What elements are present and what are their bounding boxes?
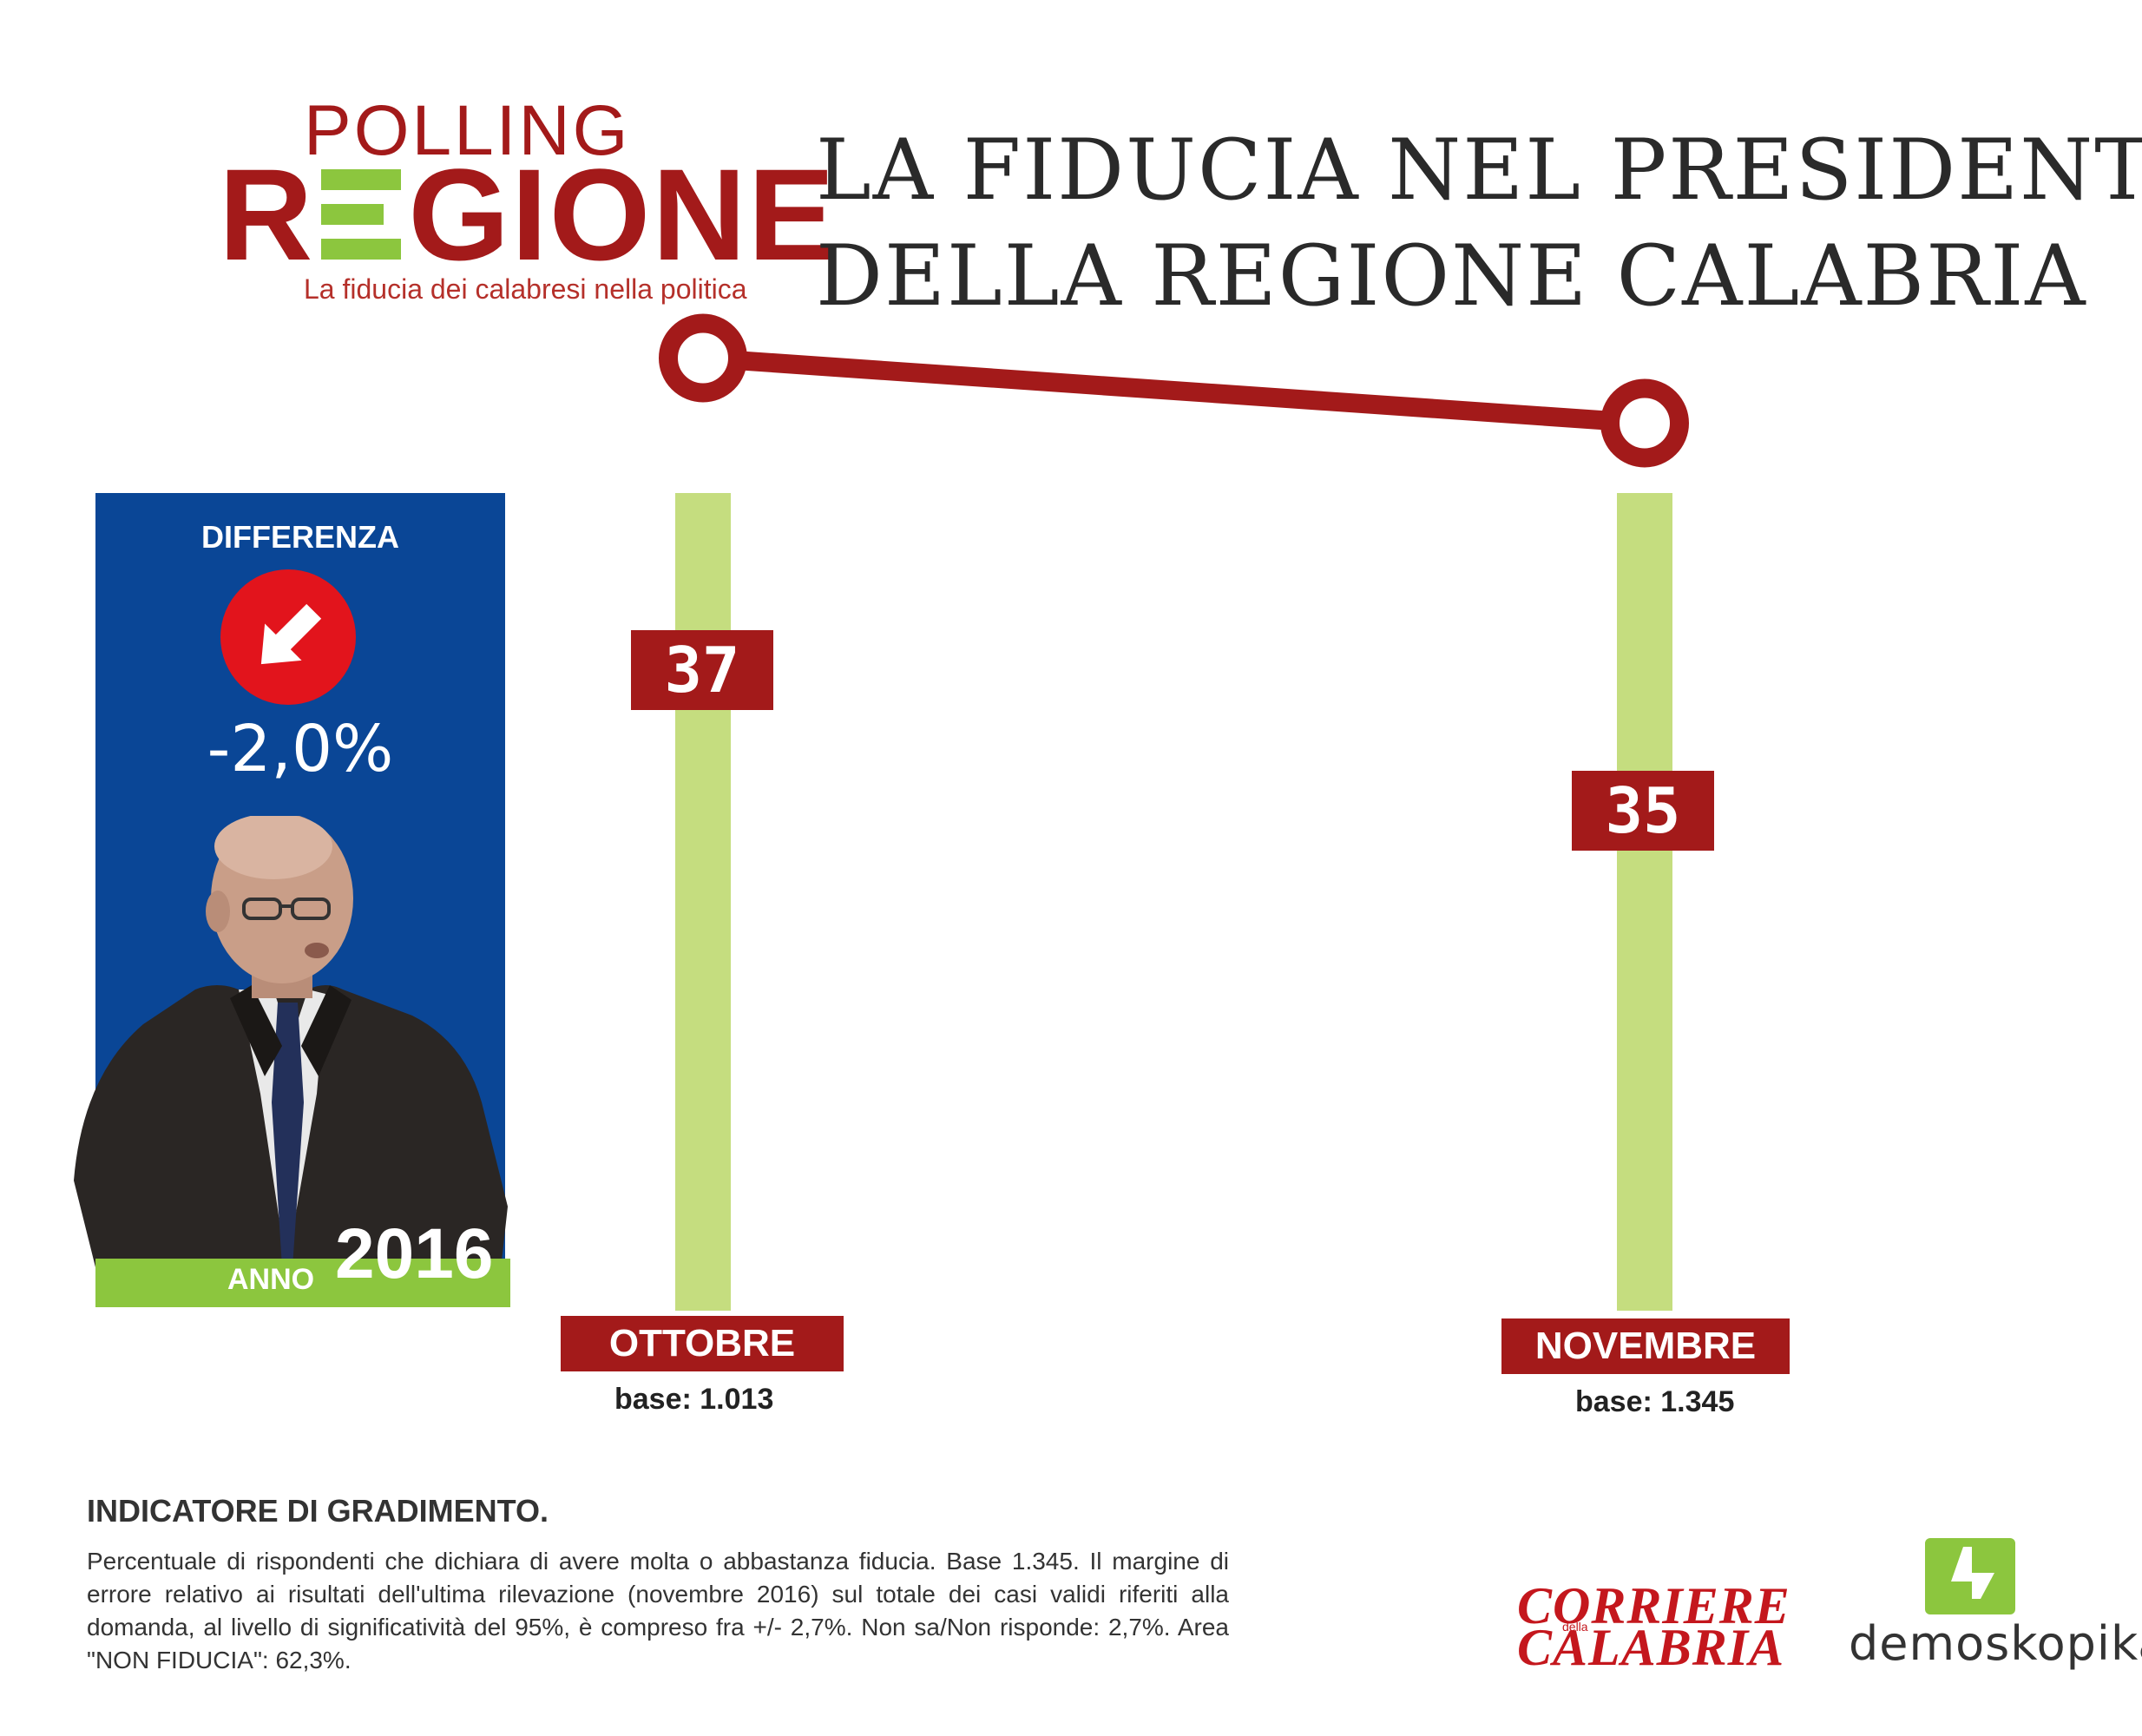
president-photo: [74, 816, 508, 1285]
category-label-ottobre: OTTOBRE: [561, 1316, 844, 1371]
demoskopika-logo-icon: [1925, 1538, 2015, 1614]
corriere-logo-bottom: CALABRIA: [1517, 1619, 1785, 1676]
logo-polling-text: POLLING: [304, 91, 631, 170]
logo-regione-r: R: [219, 141, 315, 287]
year-bar: [95, 1259, 510, 1307]
year-label: ANNO: [227, 1263, 315, 1296]
difference-label: DIFFERENZA: [201, 519, 399, 555]
difference-value: -2,0%: [207, 712, 394, 786]
corriere-della-calabria-logo: CORRIERE della CALABRIA: [1517, 1577, 1804, 1674]
category-label-novembre: NOVEMBRE: [1501, 1318, 1790, 1374]
base-label-ottobre: base: 1.013: [614, 1383, 774, 1416]
page-title: LA FIDUCIA NEL PRESIDENTE DELLA REGIONE …: [816, 117, 2142, 329]
base-label-novembre: base: 1.345: [1575, 1385, 1735, 1418]
indicator-title: INDICATORE DI GRADIMENTO.: [87, 1493, 549, 1529]
indicator-description: Percentuale di rispondenti che dichiara …: [87, 1548, 1229, 1674]
logo-regione: R GIONE: [219, 149, 837, 279]
logo-subtitle: La fiducia dei calabresi nella politica: [304, 273, 747, 305]
data-label-novembre: 35: [1572, 771, 1714, 851]
page-title-line-2: DELLA REGIONE CALABRIA: [816, 227, 2087, 325]
category-stripe-ottobre: [675, 493, 731, 1311]
demoskopika-logo-text: demoskopika: [1849, 1616, 2142, 1671]
logo-e-bars-icon: [321, 169, 402, 260]
page-title-line-1: LA FIDUCIA NEL PRESIDENTE: [816, 122, 2142, 219]
arrow-down-right-icon: [220, 569, 356, 705]
year-value: 2016: [335, 1214, 494, 1293]
corriere-logo-top: CORRIERE: [1517, 1577, 1790, 1634]
logo-regione-rest: GIONE: [408, 141, 837, 287]
corriere-logo-della: della: [1562, 1620, 1588, 1634]
data-point-ottobre: [659, 313, 747, 403]
data-label-ottobre: 37: [631, 630, 773, 710]
series-line: [693, 348, 1654, 433]
data-point-novembre: [1600, 378, 1689, 468]
category-stripe-novembre: [1617, 493, 1672, 1311]
